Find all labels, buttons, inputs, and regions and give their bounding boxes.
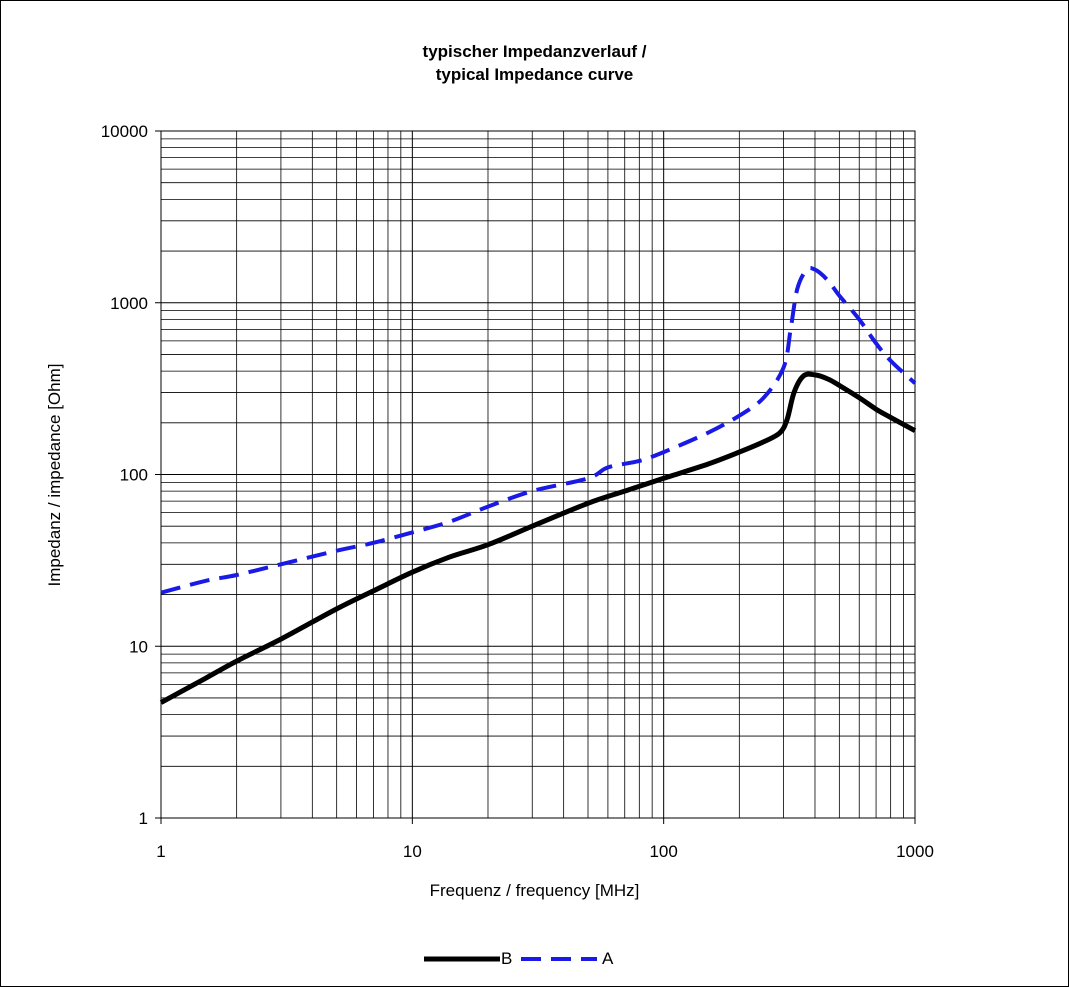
x-tick-label: 10 <box>403 842 422 861</box>
y-tick-label: 1000 <box>110 294 148 313</box>
y-tick-label: 10 <box>129 637 148 656</box>
y-tick-label: 1 <box>139 809 148 828</box>
x-tick-label: 100 <box>649 842 677 861</box>
x-tick-label: 1 <box>156 842 165 861</box>
series-line-b <box>159 371 917 705</box>
series-line-a <box>160 265 917 595</box>
legend-swatches <box>424 956 597 962</box>
x-tick-label: 1000 <box>896 842 934 861</box>
legend-label-b: B <box>501 949 513 968</box>
chart-title-line-2: typical Impedance curve <box>435 65 634 84</box>
y-tick-label: 100 <box>120 466 148 485</box>
legend-label-a: A <box>602 949 614 968</box>
chart-title: typischer Impedanzverlauf / typical Impe… <box>0 40 1069 86</box>
y-tick-label: 10000 <box>101 122 148 141</box>
y-axis-label: Impedanz / impedance [Ohm] <box>45 363 64 587</box>
x-axis-label: Frequenz / frequency [MHz] <box>429 881 640 900</box>
chart-title-line-1: typischer Impedanzverlauf / <box>422 42 647 61</box>
